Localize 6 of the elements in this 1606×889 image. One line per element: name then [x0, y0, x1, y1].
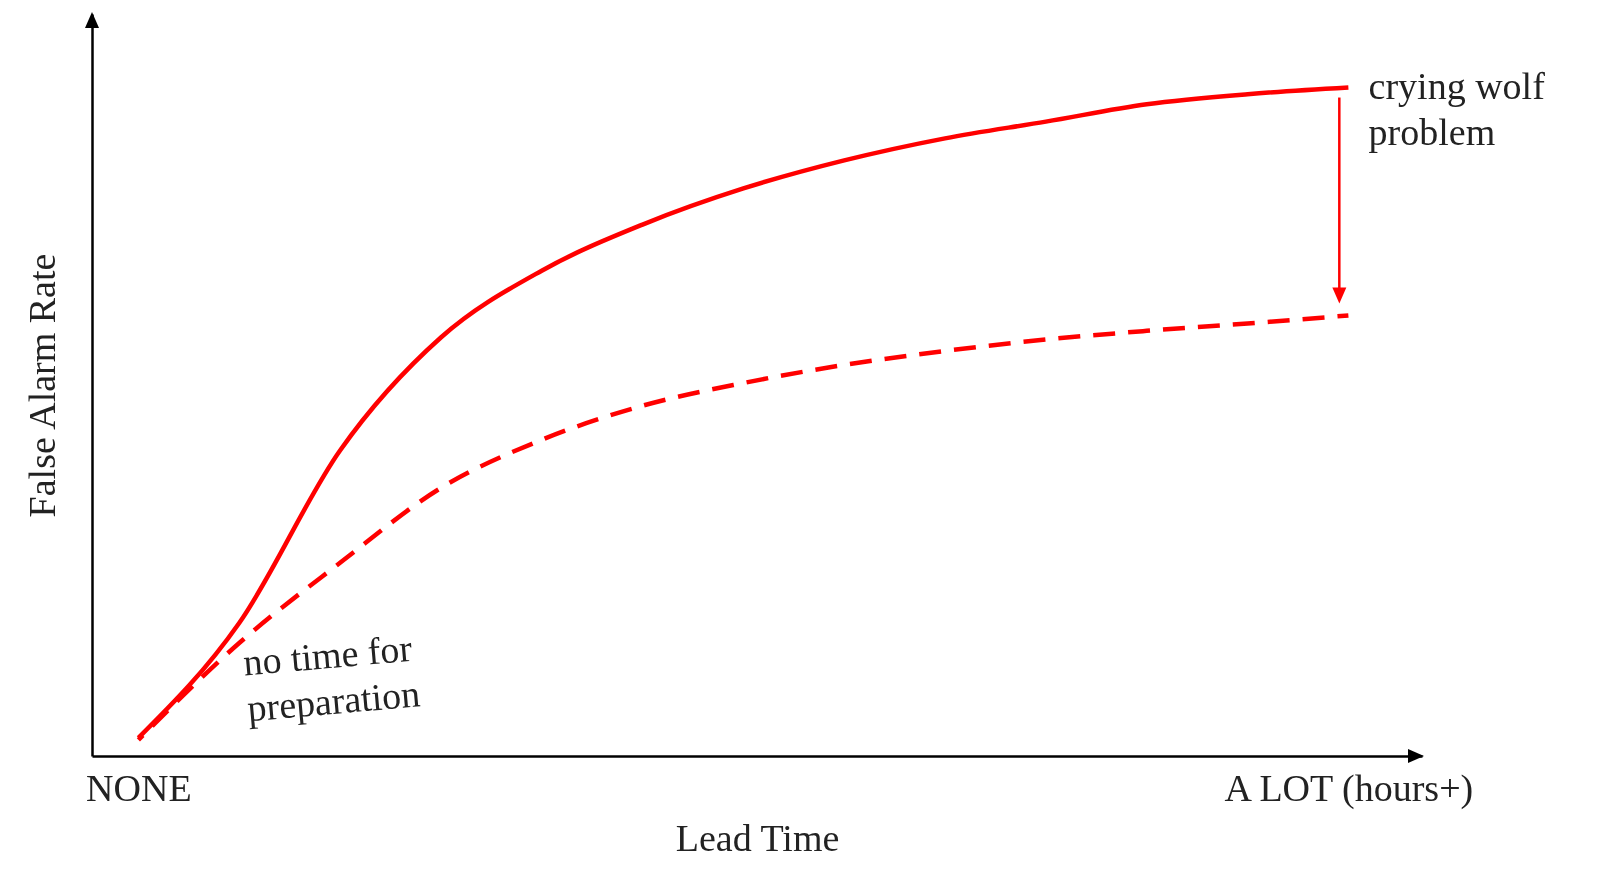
annotation: no time for preparation — [241, 626, 422, 730]
annotation: crying wolf problem — [1368, 64, 1546, 153]
x-tick-label: NONE — [86, 766, 192, 809]
y-axis-title: False Alarm Rate — [20, 253, 63, 518]
x-axis-title: Lead Time — [675, 816, 840, 859]
x-tick-label: A LOT (hours+) — [1224, 766, 1474, 810]
